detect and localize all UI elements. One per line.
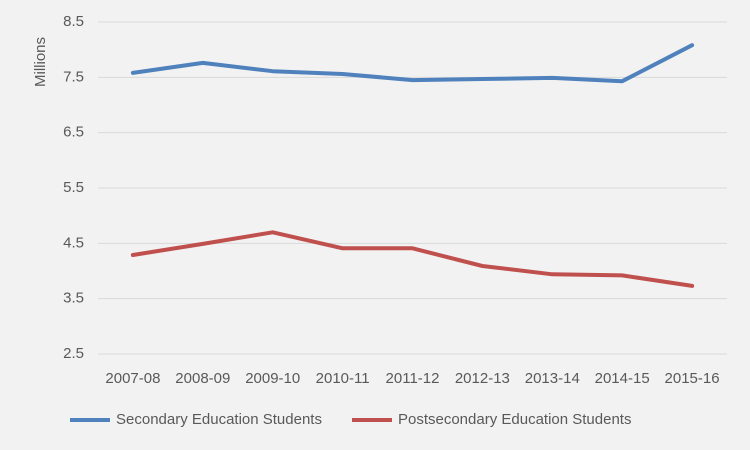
y-axis-label: Millions <box>32 37 49 87</box>
legend-label: Secondary Education Students <box>116 411 322 428</box>
x-tick-label: 2015-16 <box>665 370 720 387</box>
y-tick-label: 8.5 <box>63 13 84 30</box>
x-tick-label: 2007-08 <box>105 370 160 387</box>
y-tick-label: 7.5 <box>63 68 84 85</box>
legend-label: Postsecondary Education Students <box>398 411 631 428</box>
series-line <box>130 43 695 84</box>
x-tick-label: 2008-09 <box>175 370 230 387</box>
y-tick-label: 4.5 <box>63 234 84 251</box>
series-line <box>130 230 695 288</box>
y-tick-label: 2.5 <box>63 345 84 362</box>
x-tick-label: 2012-13 <box>455 370 510 387</box>
x-tick-label: 2011-12 <box>386 370 440 387</box>
x-tick-label: 2009-10 <box>245 370 300 387</box>
y-tick-label: 6.5 <box>63 124 84 141</box>
x-tick-label: 2010-11 <box>316 370 370 387</box>
y-tick-label: 5.5 <box>63 179 84 196</box>
y-tick-label: 3.5 <box>63 290 84 307</box>
x-tick-label: 2013-14 <box>525 370 580 387</box>
x-tick-label: 2014-15 <box>595 370 650 387</box>
